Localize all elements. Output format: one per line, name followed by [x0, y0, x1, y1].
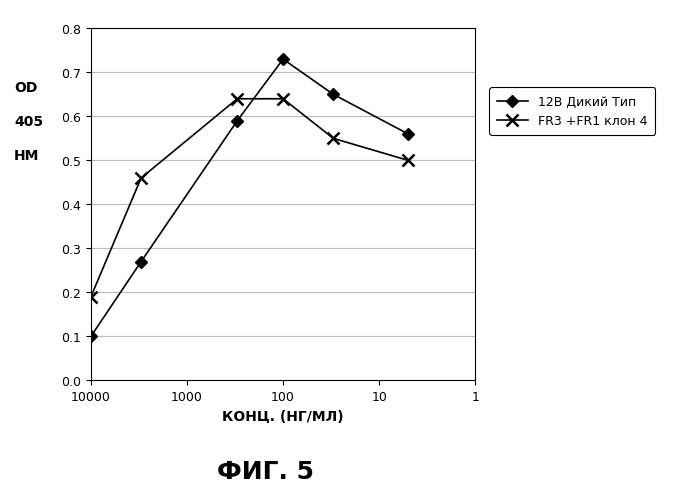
Text: OD: OD [14, 81, 37, 95]
Line: 12В Дикий Тип: 12В Дикий Тип [87, 56, 412, 341]
Legend: 12В Дикий Тип, FR3 +FR1 клон 4: 12В Дикий Тип, FR3 +FR1 клон 4 [489, 88, 655, 135]
FR3 +FR1 клон 4 [404, 158, 412, 164]
Text: ФИГ. 5: ФИГ. 5 [217, 459, 314, 483]
Text: НМ: НМ [14, 149, 39, 163]
12В Дикий Тип [87, 334, 95, 340]
12В Дикий Тип [279, 57, 287, 63]
FR3 +FR1 клон 4 [87, 294, 95, 300]
12В Дикий Тип [329, 92, 338, 98]
FR3 +FR1 клон 4 [279, 97, 287, 102]
12В Дикий Тип [233, 119, 241, 124]
X-axis label: КОНЦ. (НГ/МЛ): КОНЦ. (НГ/МЛ) [222, 409, 344, 423]
12В Дикий Тип [404, 132, 412, 138]
Text: 405: 405 [14, 115, 43, 129]
12В Дикий Тип [137, 259, 145, 265]
FR3 +FR1 клон 4 [329, 136, 338, 142]
FR3 +FR1 клон 4 [233, 97, 241, 102]
Line: FR3 +FR1 клон 4: FR3 +FR1 клон 4 [85, 94, 414, 303]
FR3 +FR1 клон 4 [137, 176, 145, 182]
